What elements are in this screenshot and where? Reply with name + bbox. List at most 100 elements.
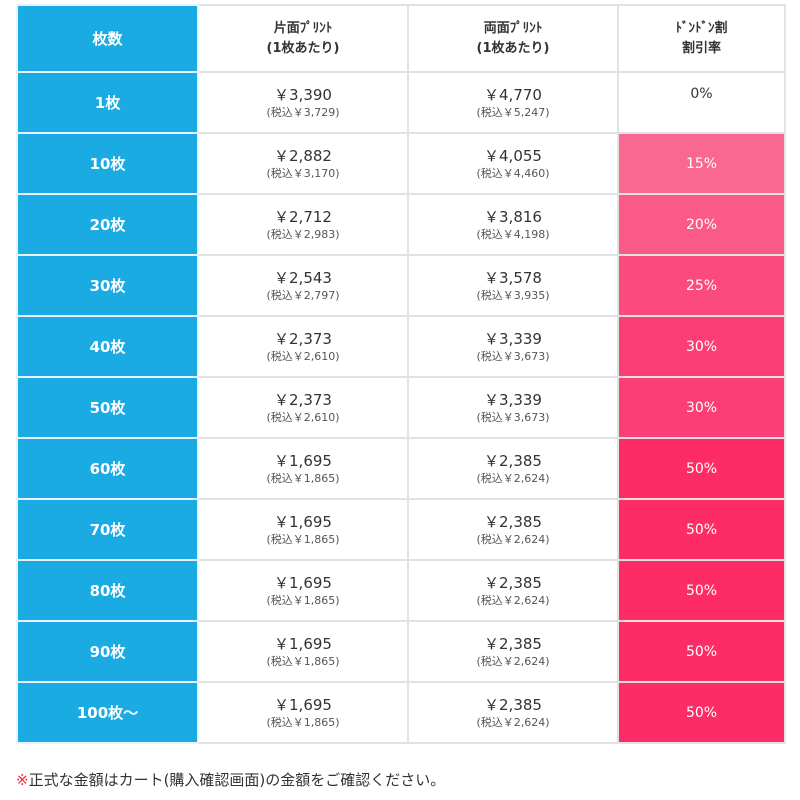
qty-cell: 90枚 (16, 620, 199, 683)
single-price-tax: (税込￥2,610) (266, 349, 340, 363)
single-price-tax: (税込￥1,865) (266, 593, 340, 607)
single-price-cell: ￥1,695 (税込￥1,865) (197, 559, 409, 622)
double-price: ￥2,385 (484, 695, 542, 714)
single-price: ￥2,543 (274, 268, 332, 287)
double-price-tax: (税込￥5,247) (476, 105, 550, 119)
double-price: ￥3,578 (484, 268, 542, 287)
table-row: 30枚 ￥2,543 (税込￥2,797) ￥3,578 (税込￥3,935) 25% (16, 254, 786, 317)
single-price-cell: ￥2,712 (税込￥2,983) (197, 193, 409, 256)
table-row: 50枚 ￥2,373 (税込￥2,610) ￥3,339 (税込￥3,673) 30% (16, 376, 786, 439)
double-price-cell: ￥2,385 (税込￥2,624) (407, 498, 619, 561)
single-price: ￥1,695 (274, 512, 332, 531)
double-price-tax: (税込￥2,624) (476, 532, 550, 546)
price-table: 枚数 片面ﾌﾟﾘﾝﾄ (1枚あたり) 両面ﾌﾟﾘﾝﾄ (1枚あたり) ﾄﾞﾝﾄﾞ… (16, 4, 786, 744)
double-price: ￥4,055 (484, 146, 542, 165)
qty-cell: 70枚 (16, 498, 199, 561)
discount-rate-cell: 50% (617, 681, 786, 744)
double-price-cell: ￥2,385 (税込￥2,624) (407, 559, 619, 622)
qty-cell: 1枚 (16, 71, 199, 134)
double-price-cell: ￥3,339 (税込￥3,673) (407, 376, 619, 439)
qty-cell: 40枚 (16, 315, 199, 378)
table-row: 90枚 ￥1,695 (税込￥1,865) ￥2,385 (税込￥2,624) 50% (16, 620, 786, 683)
footnote-text: 正式な金額はカート(購入確認画面)の金額をご確認ください。 (28, 771, 446, 789)
single-price: ￥1,695 (274, 451, 332, 470)
table-row: 10枚 ￥2,882 (税込￥3,170) ￥4,055 (税込￥4,460) 15% (16, 132, 786, 195)
double-price-cell: ￥4,770 (税込￥5,247) (407, 71, 619, 134)
qty-cell: 50枚 (16, 376, 199, 439)
qty-cell: 100枚～ (16, 681, 199, 744)
header-rate-line1: ﾄﾞﾝﾄﾞﾝ割 (675, 20, 728, 36)
single-price-tax: (税込￥2,610) (266, 410, 340, 424)
double-price-cell: ￥2,385 (税込￥2,624) (407, 620, 619, 683)
double-price: ￥3,816 (484, 207, 542, 226)
header-discount-rate: ﾄﾞﾝﾄﾞﾝ割 割引率 (617, 4, 786, 73)
single-price-cell: ￥2,373 (税込￥2,610) (197, 315, 409, 378)
single-price-tax: (税込￥3,729) (266, 105, 340, 119)
qty-cell: 20枚 (16, 193, 199, 256)
single-price: ￥2,373 (274, 390, 332, 409)
single-price-tax: (税込￥2,983) (266, 227, 340, 241)
qty-cell: 10枚 (16, 132, 199, 195)
discount-rate-cell: 50% (617, 498, 786, 561)
double-price-tax: (税込￥3,673) (476, 410, 550, 424)
header-double-line1: 両面ﾌﾟﾘﾝﾄ (483, 20, 543, 36)
table-row: 70枚 ￥1,695 (税込￥1,865) ￥2,385 (税込￥2,624) 50% (16, 498, 786, 561)
table-row: 1枚 ￥3,390 (税込￥3,729) ￥4,770 (税込￥5,247) 0% (16, 71, 786, 134)
double-price-cell: ￥3,816 (税込￥4,198) (407, 193, 619, 256)
header-qty: 枚数 (16, 4, 199, 73)
double-price-tax: (税込￥2,624) (476, 593, 550, 607)
table-row: 60枚 ￥1,695 (税込￥1,865) ￥2,385 (税込￥2,624) 50% (16, 437, 786, 500)
qty-cell: 60枚 (16, 437, 199, 500)
table-row: 100枚～ ￥1,695 (税込￥1,865) ￥2,385 (税込￥2,624) 50% (16, 681, 786, 744)
single-price: ￥2,882 (274, 146, 332, 165)
discount-rate-cell: 50% (617, 620, 786, 683)
qty-cell: 30枚 (16, 254, 199, 317)
double-price-cell: ￥4,055 (税込￥4,460) (407, 132, 619, 195)
single-price-tax: (税込￥2,797) (266, 288, 340, 302)
double-price-cell: ￥2,385 (税込￥2,624) (407, 437, 619, 500)
double-price-tax: (税込￥3,935) (476, 288, 550, 302)
discount-rate-cell: 0% (617, 71, 786, 134)
single-price: ￥2,712 (274, 207, 332, 226)
header-single-line2: (1枚あたり) (266, 40, 340, 56)
double-price: ￥2,385 (484, 573, 542, 592)
footnote: ※正式な金額はカート(購入確認画面)の金額をご確認ください。 (16, 769, 445, 790)
single-price-cell: ￥1,695 (税込￥1,865) (197, 437, 409, 500)
discount-rate-cell: 50% (617, 437, 786, 500)
single-price-cell: ￥2,373 (税込￥2,610) (197, 376, 409, 439)
single-price: ￥1,695 (274, 634, 332, 653)
single-price: ￥2,373 (274, 329, 332, 348)
single-price-cell: ￥1,695 (税込￥1,865) (197, 620, 409, 683)
table-row: 80枚 ￥1,695 (税込￥1,865) ￥2,385 (税込￥2,624) 50% (16, 559, 786, 622)
single-price-tax: (税込￥1,865) (266, 471, 340, 485)
discount-rate-cell: 50% (617, 559, 786, 622)
header-row: 枚数 片面ﾌﾟﾘﾝﾄ (1枚あたり) 両面ﾌﾟﾘﾝﾄ (1枚あたり) ﾄﾞﾝﾄﾞ… (16, 4, 786, 73)
discount-rate-cell: 25% (617, 254, 786, 317)
double-price-tax: (税込￥4,198) (476, 227, 550, 241)
header-double-print: 両面ﾌﾟﾘﾝﾄ (1枚あたり) (407, 4, 619, 73)
discount-rate-cell: 20% (617, 193, 786, 256)
single-price-tax: (税込￥3,170) (266, 166, 340, 180)
table-row: 20枚 ￥2,712 (税込￥2,983) ￥3,816 (税込￥4,198) 20% (16, 193, 786, 256)
single-price: ￥3,390 (274, 85, 332, 104)
discount-rate-cell: 15% (617, 132, 786, 195)
single-price: ￥1,695 (274, 695, 332, 714)
double-price-tax: (税込￥2,624) (476, 471, 550, 485)
discount-rate-cell: 30% (617, 315, 786, 378)
double-price-cell: ￥3,578 (税込￥3,935) (407, 254, 619, 317)
single-price-cell: ￥1,695 (税込￥1,865) (197, 681, 409, 744)
double-price-tax: (税込￥3,673) (476, 349, 550, 363)
double-price: ￥2,385 (484, 634, 542, 653)
single-price-tax: (税込￥1,865) (266, 532, 340, 546)
double-price-tax: (税込￥2,624) (476, 654, 550, 668)
double-price-tax: (税込￥4,460) (476, 166, 550, 180)
single-price-cell: ￥1,695 (税込￥1,865) (197, 498, 409, 561)
double-price-cell: ￥3,339 (税込￥3,673) (407, 315, 619, 378)
header-rate-line2: 割引率 (681, 40, 721, 56)
double-price: ￥2,385 (484, 512, 542, 531)
note-mark-icon: ※ (16, 771, 29, 789)
single-price-cell: ￥3,390 (税込￥3,729) (197, 71, 409, 134)
single-price-tax: (税込￥1,865) (266, 715, 340, 729)
double-price-tax: (税込￥2,624) (476, 715, 550, 729)
double-price-cell: ￥2,385 (税込￥2,624) (407, 681, 619, 744)
